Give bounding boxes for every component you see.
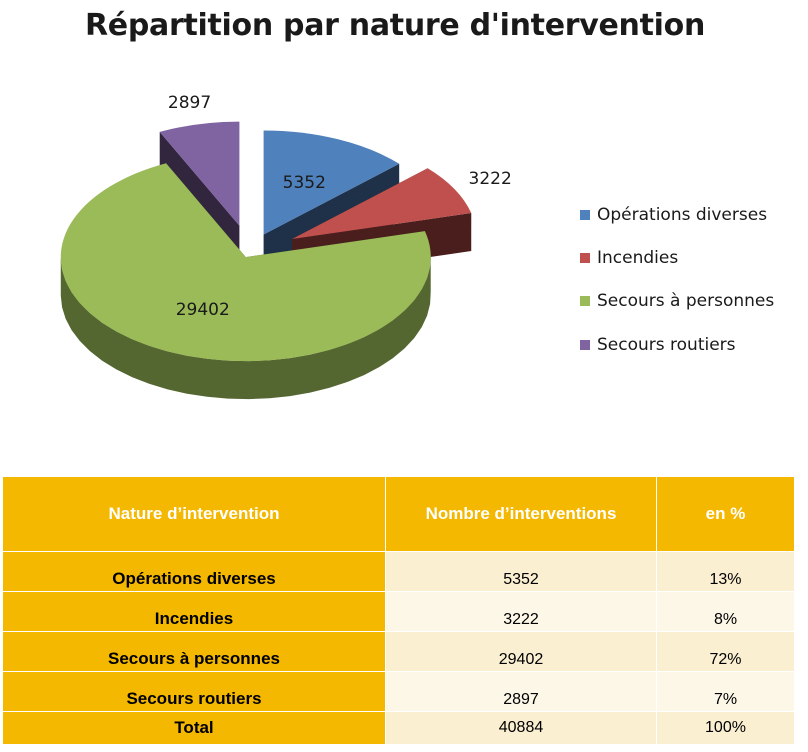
total-count: 40884: [385, 711, 657, 745]
legend-item-incendies: Incendies: [580, 246, 678, 270]
row-count: 29402: [385, 631, 657, 672]
row-percent: 7%: [656, 671, 795, 712]
row-count: 2897: [385, 671, 657, 712]
table-row: Opérations diverses 5352 13%: [2, 551, 795, 592]
row-percent: 72%: [656, 631, 795, 672]
pie-data-label: 5352: [283, 173, 326, 193]
row-percent: 13%: [656, 551, 795, 592]
chart-area: Répartition par nature d'intervention 53…: [60, 8, 774, 400]
pie-data-label: 2897: [168, 93, 211, 113]
legend-swatch: [580, 210, 590, 220]
row-label: Opérations diverses: [2, 551, 386, 592]
pie-slice: [292, 168, 472, 240]
total-label: Total: [2, 711, 386, 745]
pie-wall: [60, 254, 431, 400]
pie-chart: 5352 3222 29402 2897: [60, 93, 512, 400]
row-percent: 8%: [656, 591, 795, 632]
legend-label: Secours routiers: [597, 335, 736, 355]
total-percent: 100%: [656, 711, 795, 745]
legend-swatch: [580, 340, 590, 350]
legend-swatch: [580, 296, 590, 306]
column-header-nombre: Nombre d’interventions: [385, 476, 657, 552]
pie-slice: [159, 121, 240, 226]
pie-slice: [263, 130, 400, 235]
legend-swatch: [580, 253, 590, 263]
chart-title: Répartition par nature d'intervention: [85, 8, 705, 43]
column-header-nature: Nature d’intervention: [2, 476, 386, 552]
pie-data-label: 3222: [469, 169, 512, 189]
table-row: Secours routiers 2897 7%: [2, 671, 795, 712]
pie-data-label: 29402: [176, 300, 230, 320]
table-total-row: Total 40884 100%: [2, 711, 795, 745]
legend-label: Secours à personnes: [597, 291, 775, 311]
legend-label: Incendies: [597, 248, 679, 268]
legend-item-secours-a-personnes: Secours à personnes: [580, 289, 774, 313]
row-label: Incendies: [2, 591, 386, 632]
row-label: Secours routiers: [2, 671, 386, 712]
legend-item-operations-diverses: Opérations diverses: [580, 203, 767, 227]
table-header-row: Nature d’intervention Nombre d’intervent…: [2, 476, 795, 552]
row-count: 5352: [385, 551, 657, 592]
data-table: Nature d’intervention Nombre d’intervent…: [2, 476, 795, 745]
row-count: 3222: [385, 591, 657, 632]
legend-label: Opérations diverses: [597, 205, 768, 225]
pie-slice: [60, 163, 431, 362]
column-header-percent: en %: [656, 476, 795, 552]
row-label: Secours à personnes: [2, 631, 386, 672]
table-row: Secours à personnes 29402 72%: [2, 631, 795, 672]
table-row: Incendies 3222 8%: [2, 591, 795, 632]
legend-item-secours-routiers: Secours routiers: [580, 333, 736, 357]
